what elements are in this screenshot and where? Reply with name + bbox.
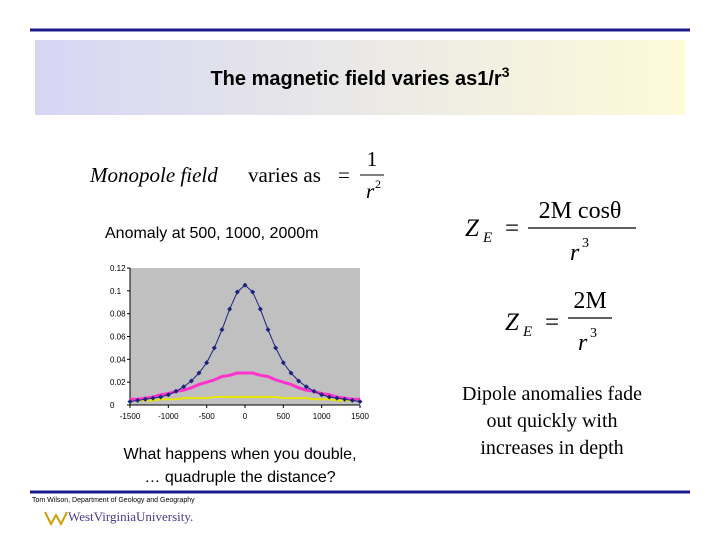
marker bbox=[142, 396, 148, 402]
marker bbox=[257, 306, 263, 312]
marker bbox=[196, 370, 202, 376]
marker bbox=[288, 370, 294, 376]
marker bbox=[296, 378, 302, 384]
eq-text: r bbox=[578, 330, 588, 356]
y-tick-label: 0.06 bbox=[110, 333, 126, 342]
marker bbox=[319, 392, 325, 398]
eq-text: = bbox=[505, 215, 519, 242]
conclusion: increases in depth bbox=[480, 437, 623, 459]
eq-text: 1 bbox=[367, 147, 378, 171]
logo: WestVirginiaUniversity. bbox=[68, 509, 193, 524]
marker bbox=[227, 306, 233, 312]
title: The magnetic field varies as1/r3 bbox=[210, 64, 509, 90]
footer: Tom Wilson, Department of Geology and Ge… bbox=[32, 497, 195, 504]
marker bbox=[280, 360, 286, 366]
marker bbox=[158, 394, 164, 400]
x-tick-label: 1500 bbox=[351, 412, 369, 421]
marker bbox=[135, 397, 141, 403]
eq-text: = bbox=[338, 163, 350, 187]
eq-text: 3 bbox=[590, 326, 597, 341]
x-tick-label: 1000 bbox=[313, 412, 331, 421]
marker bbox=[303, 384, 309, 390]
y-tick-label: 0 bbox=[110, 401, 115, 410]
eq-text: E bbox=[522, 324, 532, 340]
monopole-eq: Monopole field varies as = 1 r 2 bbox=[89, 147, 384, 203]
marker bbox=[342, 396, 348, 402]
eq-text: 3 bbox=[582, 236, 589, 251]
eq-text: E bbox=[482, 230, 492, 246]
question: … quadruple the distance? bbox=[144, 469, 335, 486]
marker bbox=[150, 395, 156, 401]
series-line bbox=[130, 396, 360, 402]
marker bbox=[250, 289, 256, 295]
eq-text: varies as bbox=[248, 163, 321, 187]
y-tick-label: 0.08 bbox=[110, 310, 126, 319]
conclusion: Dipole anomalies fade bbox=[462, 383, 642, 405]
dipole-eq-2: Z E = 2M r 3 bbox=[505, 288, 612, 356]
y-tick-label: 0.04 bbox=[110, 355, 126, 364]
plot-area bbox=[130, 268, 360, 405]
y-tick-label: 0.02 bbox=[110, 378, 126, 387]
eq-text: 2 bbox=[375, 177, 381, 191]
chart: 0 0.02 0.04 0.06 0.08 0.1 0.12 -1500 -1000 -500 0 5… bbox=[110, 264, 369, 421]
eq-text: Monopole field bbox=[89, 163, 218, 187]
eq-text: 2M bbox=[573, 288, 606, 314]
marker bbox=[165, 392, 171, 398]
marker bbox=[242, 282, 248, 288]
dipole-eq-1: Z E = 2M cosθ r 3 bbox=[465, 198, 636, 266]
eq-text: r bbox=[366, 179, 375, 203]
marker bbox=[349, 397, 355, 403]
marker bbox=[334, 395, 340, 401]
eq-text: Z bbox=[465, 215, 480, 242]
marker bbox=[273, 345, 279, 351]
eq-text: = bbox=[545, 309, 559, 336]
caption: Anomaly at 500, 1000, 2000m bbox=[105, 225, 318, 242]
conclusion: out quickly with bbox=[486, 410, 617, 432]
eq-text: r bbox=[570, 240, 580, 266]
marker bbox=[265, 327, 271, 333]
y-tick-label: 0.12 bbox=[110, 264, 126, 273]
marker bbox=[326, 394, 332, 400]
marker bbox=[127, 399, 133, 405]
marker bbox=[211, 345, 217, 351]
marker bbox=[219, 327, 225, 333]
title-band bbox=[35, 40, 685, 115]
marker bbox=[357, 399, 363, 405]
marker bbox=[188, 378, 194, 384]
x-tick-label: -1000 bbox=[158, 412, 179, 421]
eq-text: 2M cosθ bbox=[539, 198, 622, 224]
title-text: The magnetic field varies as1/r bbox=[210, 68, 501, 90]
marker bbox=[311, 388, 317, 394]
marker bbox=[181, 384, 187, 390]
x-tick-label: 0 bbox=[243, 412, 248, 421]
marker bbox=[173, 388, 179, 394]
x-tick-label: 500 bbox=[277, 412, 291, 421]
eq-text: Z bbox=[505, 309, 520, 336]
x-tick-label: -500 bbox=[199, 412, 216, 421]
y-tick-label: 0.1 bbox=[110, 287, 122, 296]
question: What happens when you double, bbox=[123, 446, 356, 463]
title-sup: 3 bbox=[502, 64, 510, 80]
x-tick-label: -1500 bbox=[120, 412, 141, 421]
logo-mark bbox=[44, 511, 68, 527]
marker bbox=[204, 360, 210, 366]
marker bbox=[234, 289, 240, 295]
